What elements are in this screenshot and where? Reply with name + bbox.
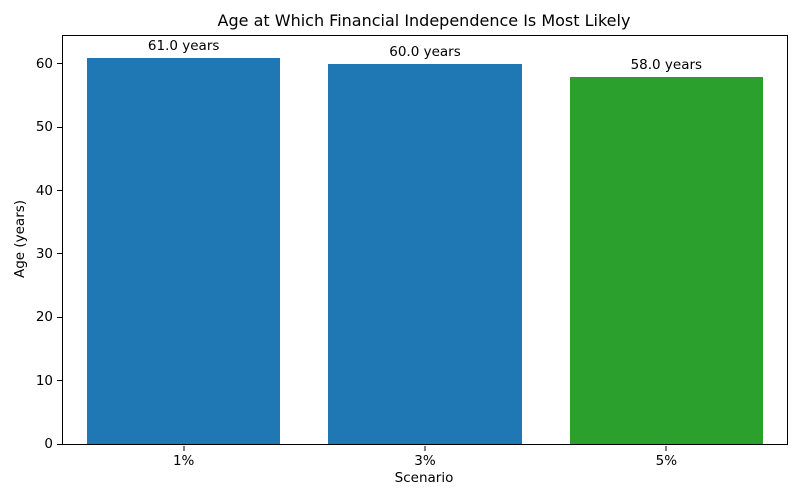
plot-area: 0 10 20 30 40 50 60 61.0 years 1% 60.0 years 3% 58.… bbox=[36, 35, 788, 469]
bar-value-label: 58.0 years bbox=[630, 56, 703, 73]
y-tick-label: 40 bbox=[35, 182, 53, 199]
y-tick-label: 0 bbox=[44, 436, 53, 452]
y-tick-label: 20 bbox=[35, 309, 53, 326]
y-tick-mark bbox=[57, 316, 62, 318]
x-tick-label: 3% bbox=[414, 453, 436, 469]
x-tick-mark bbox=[183, 446, 185, 451]
y-tick-mark bbox=[57, 253, 62, 255]
y-tick-mark bbox=[57, 380, 62, 382]
bar-3% bbox=[328, 63, 522, 444]
x-tick-mark bbox=[424, 446, 426, 451]
y-tick-label: 50 bbox=[35, 119, 53, 136]
y-tick-mark bbox=[57, 63, 62, 65]
x-tick-label: 5% bbox=[655, 453, 678, 469]
chart-title: Age at Which Financial Independence Is M… bbox=[217, 11, 631, 30]
x-tick-mark bbox=[665, 446, 667, 451]
x-axis-label: Scenario bbox=[394, 470, 454, 486]
x-tick-label: 1% bbox=[172, 453, 195, 469]
bar-5% bbox=[569, 76, 763, 444]
y-tick-label: 60 bbox=[35, 55, 53, 72]
y-tick-mark bbox=[57, 190, 62, 192]
y-tick-mark bbox=[57, 126, 62, 128]
y-tick-label: 30 bbox=[35, 245, 53, 262]
bar-1% bbox=[87, 57, 281, 444]
bar-value-label: 61.0 years bbox=[147, 37, 220, 54]
y-tick-label: 10 bbox=[35, 372, 53, 389]
bar-value-label: 60.0 years bbox=[389, 43, 461, 60]
y-axis-label: Age (years) bbox=[12, 199, 28, 279]
y-tick-mark bbox=[57, 443, 62, 445]
